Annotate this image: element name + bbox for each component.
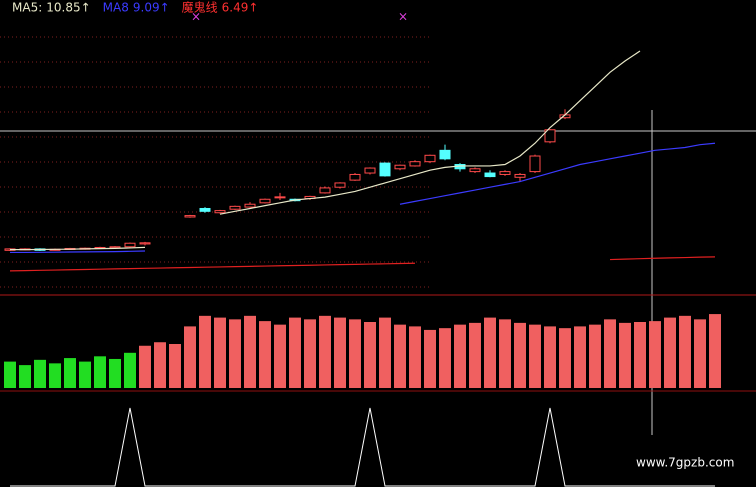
bar: [409, 326, 421, 388]
candle-body: [364, 167, 376, 174]
candle-body: [274, 196, 286, 199]
bar: [79, 361, 91, 388]
candle-body: [439, 149, 451, 160]
bar: [454, 324, 466, 388]
bar: [349, 319, 361, 388]
candle-body: [139, 242, 151, 245]
bar: [694, 319, 706, 388]
bar: [484, 317, 496, 388]
candle-body: [394, 164, 406, 170]
bar: [319, 315, 331, 388]
bar: [649, 321, 661, 388]
legend-value: 9.09↑: [133, 1, 170, 15]
candle-body: [529, 155, 541, 173]
candle-body: [409, 161, 421, 167]
bar: [169, 344, 181, 388]
bar: [124, 352, 136, 388]
bar: [214, 317, 226, 388]
candle-body: [259, 198, 271, 204]
candle-body: [199, 207, 211, 212]
bar: [559, 328, 571, 388]
legend-value: 6.49↑: [222, 1, 259, 15]
bar: [4, 361, 16, 388]
watermark: www.7gpzb.com: [636, 456, 734, 470]
bar: [439, 328, 451, 388]
candle-body: [424, 154, 436, 163]
bar: [679, 315, 691, 388]
bar: [499, 319, 511, 388]
bar: [139, 345, 151, 388]
bar: [154, 342, 166, 388]
legend-name: MA8: [103, 1, 129, 15]
bar: [424, 329, 436, 388]
bar: [94, 356, 106, 388]
bar: [184, 326, 196, 388]
bar: [304, 319, 316, 388]
bar: [229, 319, 241, 388]
ma-line: [10, 142, 716, 254]
bar: [334, 317, 346, 388]
bar: [199, 315, 211, 388]
bar: [379, 317, 391, 388]
candle-body: [469, 168, 481, 173]
bar: [244, 315, 256, 388]
candle-body: [244, 203, 256, 208]
candle-body: [499, 171, 511, 175]
bar: [49, 363, 61, 388]
bar: [619, 322, 631, 388]
ma-line: [10, 50, 641, 251]
bar: [469, 322, 481, 388]
marker: ×: [398, 10, 408, 24]
candle-body: [229, 205, 241, 210]
bar: [274, 324, 286, 388]
bar: [634, 322, 646, 388]
candle-body: [184, 215, 196, 218]
bar: [544, 326, 556, 388]
bar: [259, 321, 271, 388]
bar: [364, 322, 376, 388]
bar: [664, 317, 676, 388]
candle-body: [484, 172, 496, 178]
ma-line: [9, 256, 716, 272]
legend-name: 魔鬼线: [182, 0, 218, 15]
candle-body: [349, 173, 361, 181]
bar: [64, 358, 76, 388]
legend-name: MA5:: [12, 1, 42, 15]
bar: [19, 365, 31, 388]
bar: [589, 324, 601, 388]
candle-body: [124, 242, 136, 248]
bar: [709, 314, 721, 388]
bar: [604, 319, 616, 388]
bar: [394, 324, 406, 388]
bar: [289, 317, 301, 388]
marker: ×: [191, 10, 201, 24]
bar: [514, 322, 526, 388]
bar: [529, 324, 541, 388]
candle-body: [514, 173, 526, 178]
signal-line: [10, 407, 715, 487]
bar: [574, 326, 586, 388]
candle-body: [319, 187, 331, 194]
candle-body: [334, 182, 346, 188]
candle-body: [544, 129, 556, 143]
bar: [34, 359, 46, 388]
candle-body: [214, 210, 226, 214]
bar: [109, 358, 121, 388]
legend-value: 10.85↑: [46, 1, 90, 15]
candle-body: [379, 162, 391, 177]
